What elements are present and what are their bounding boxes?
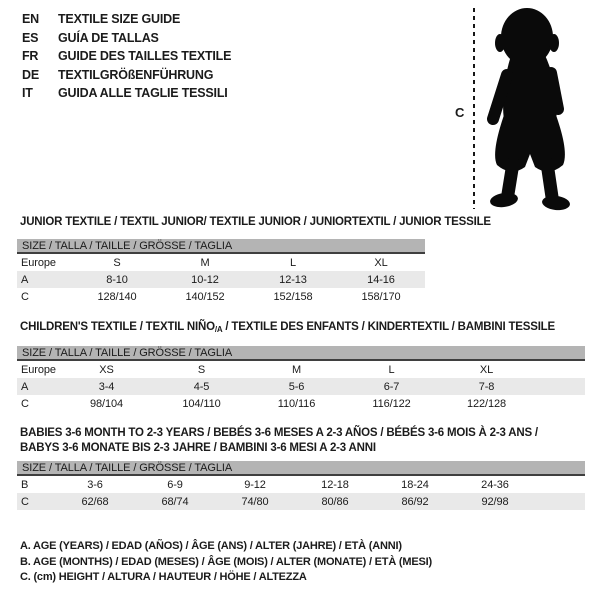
- lang-label: TEXTILE SIZE GUIDE: [58, 12, 181, 26]
- height-value: 158/170: [361, 290, 401, 303]
- height-value: 74/80: [241, 495, 269, 508]
- age-value: 24-36: [481, 478, 509, 491]
- table-row-region: Europe XS S M L XL: [17, 361, 585, 378]
- language-header: EN TEXTILE SIZE GUIDE ES GUÍA DE TALLAS …: [22, 10, 231, 103]
- region-label: Europe: [21, 363, 56, 376]
- height-value: 92/98: [481, 495, 509, 508]
- height-measure-line: [473, 8, 475, 209]
- size-header-bar: SIZE / TALLA / TAILLE / GRÖSSE / TAGLIA: [17, 346, 585, 361]
- junior-size-table: SIZE / TALLA / TAILLE / GRÖSSE / TAGLIA …: [17, 239, 425, 305]
- size-header-bar: SIZE / TALLA / TAILLE / GRÖSSE / TAGLIA: [17, 461, 585, 476]
- row-label: C: [21, 495, 29, 508]
- age-value: 18-24: [401, 478, 429, 491]
- age-value: 14-16: [367, 273, 395, 286]
- age-value: 3-4: [98, 380, 115, 393]
- babies-section-title-line1: BABIES 3-6 MONTH TO 2-3 YEARS / BEBÉS 3-…: [20, 427, 538, 439]
- age-value: 10-12: [191, 273, 219, 286]
- table-row-region: Europe S M L XL: [17, 254, 425, 271]
- size-col-header: XL: [374, 256, 388, 269]
- baby-silhouette-icon: [487, 8, 570, 211]
- row-label: C: [21, 397, 29, 410]
- height-value: 68/74: [161, 495, 189, 508]
- size-col-header: M: [291, 363, 302, 376]
- height-measure-label: C: [455, 105, 465, 120]
- lang-row-it: IT GUIDA ALLE TAGLIE TESSILI: [22, 84, 231, 103]
- children-size-table: SIZE / TALLA / TAILLE / GRÖSSE / TAGLIA …: [17, 346, 585, 412]
- height-value: 128/140: [97, 290, 137, 303]
- lang-code: FR: [22, 49, 39, 64]
- children-section-title: CHILDREN'S TEXTILE / TEXTIL NIÑO/A / TEX…: [20, 321, 555, 334]
- height-value: 140/152: [185, 290, 225, 303]
- children-title-subscript: /A: [214, 325, 223, 334]
- height-value: 152/158: [273, 290, 313, 303]
- table-row-age-months: B 3-6 6-9 9-12 12-18 18-24 24-36: [17, 476, 585, 493]
- size-col-header: M: [200, 256, 210, 269]
- size-header-bar: SIZE / TALLA / TAILLE / GRÖSSE / TAGLIA: [17, 239, 425, 254]
- row-label: B: [21, 478, 29, 491]
- lang-row-en: EN TEXTILE SIZE GUIDE: [22, 10, 231, 29]
- table-row-age: A 8-10 10-12 12-13 14-16: [17, 271, 425, 288]
- age-value: 8-10: [106, 273, 128, 286]
- age-value: 12-18: [321, 478, 349, 491]
- lang-row-de: DE TEXTILGRÖßENFÜHRUNG: [22, 66, 231, 85]
- lang-label: TEXTILGRÖßENFÜHRUNG: [58, 67, 214, 82]
- babies-section-title-line2: BABYS 3-6 MONATE BIS 2-3 JAHRE / BAMBINI…: [20, 442, 376, 454]
- lang-label: GUIDA ALLE TAGLIE TESSILI: [58, 86, 228, 101]
- legend-footnotes: A. AGE (YEARS) / EDAD (AÑOS) / ÂGE (ANS)…: [20, 539, 432, 586]
- lang-row-es: ES GUÍA DE TALLAS: [22, 29, 231, 48]
- age-value: 6-9: [167, 478, 183, 491]
- table-row-height: C 128/140 140/152 152/158 158/170: [17, 288, 425, 305]
- row-label: A: [21, 273, 29, 286]
- region-label: Europe: [21, 256, 56, 269]
- age-value: 3-6: [87, 478, 103, 491]
- age-value: 6-7: [383, 380, 400, 393]
- height-value: 104/110: [182, 397, 221, 410]
- height-value: 62/68: [81, 495, 109, 508]
- children-title-pre: CHILDREN'S TEXTILE / TEXTIL NIÑO: [20, 321, 215, 333]
- size-col-header: XL: [479, 363, 494, 376]
- height-value: 110/116: [277, 397, 316, 410]
- lang-code: DE: [22, 67, 39, 82]
- age-value: 4-5: [193, 380, 210, 393]
- age-value: 12-13: [279, 273, 307, 286]
- size-col-header: L: [289, 256, 297, 269]
- height-value: 80/86: [321, 495, 349, 508]
- size-col-header: S: [197, 363, 206, 376]
- junior-section-title: JUNIOR TEXTILE / TEXTIL JUNIOR/ TEXTILE …: [20, 216, 491, 228]
- age-value: 5-6: [288, 380, 305, 393]
- footnote-age-months: B. AGE (MONTHS) / EDAD (MESES) / ÂGE (MO…: [20, 555, 432, 568]
- footnote-height: C. (cm) HEIGHT / ALTURA / HAUTEUR / HÖHE…: [20, 571, 307, 583]
- lang-code: ES: [22, 30, 39, 45]
- lang-code: EN: [22, 12, 39, 26]
- babies-size-table: SIZE / TALLA / TAILLE / GRÖSSE / TAGLIA …: [17, 461, 585, 510]
- lang-row-fr: FR GUIDE DES TAILLES TEXTILE: [22, 47, 231, 66]
- table-row-age: A 3-4 4-5 5-6 6-7 7-8: [17, 378, 585, 395]
- size-col-header: XS: [99, 363, 114, 376]
- row-label: A: [21, 380, 29, 393]
- size-col-header: L: [388, 363, 395, 376]
- table-row-height: C 98/104 104/110 110/116 116/122 122/128: [17, 395, 585, 412]
- height-value: 116/122: [372, 397, 411, 410]
- height-value: 86/92: [401, 495, 429, 508]
- footnote-age-years: A. AGE (YEARS) / EDAD (AÑOS) / ÂGE (ANS)…: [20, 540, 402, 552]
- size-col-header: S: [113, 256, 121, 269]
- lang-label: GUÍA DE TALLAS: [58, 30, 159, 45]
- lang-label: GUIDE DES TAILLES TEXTILE: [58, 49, 232, 64]
- age-value: 9-12: [244, 478, 266, 491]
- table-row-height: C 62/68 68/74 74/80 80/86 86/92 92/98: [17, 493, 585, 510]
- row-label: C: [21, 290, 29, 303]
- lang-code: IT: [22, 86, 33, 101]
- height-value: 98/104: [89, 397, 124, 410]
- height-value: 122/128: [466, 397, 507, 410]
- age-value: 7-8: [478, 380, 495, 393]
- children-title-post: / TEXTILE DES ENFANTS / KINDERTEXTIL / B…: [222, 321, 555, 333]
